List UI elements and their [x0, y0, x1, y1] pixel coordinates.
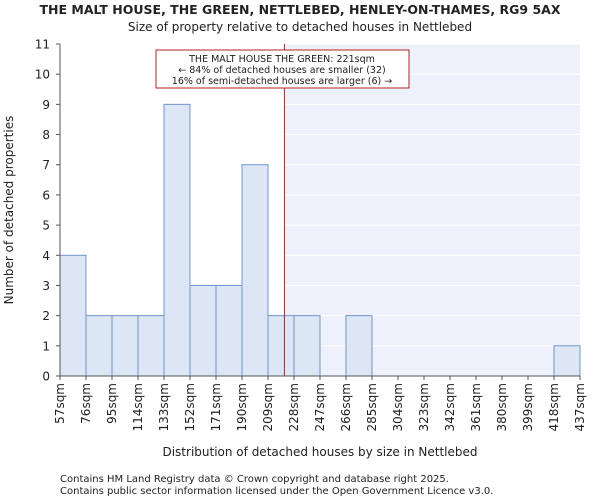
x-tick-label-323sqm: 323sqm [417, 383, 431, 431]
footer-line-1: Contains HM Land Registry data © Crown c… [60, 474, 449, 485]
y-tick-label-8: 8 [42, 128, 50, 142]
y-tick-label-6: 6 [42, 188, 50, 202]
x-tick-label-437sqm: 437sqm [573, 383, 587, 431]
bar-266sqm [345, 315, 373, 377]
x-tick-label-228sqm: 228sqm [287, 383, 301, 431]
y-tick-label-0: 0 [42, 370, 50, 384]
annotation-line-2: ← 84% of detached houses are smaller (32… [178, 65, 385, 76]
x-tick-label-361sqm: 361sqm [469, 383, 483, 431]
x-tick-label-171sqm: 171sqm [209, 383, 223, 431]
x-tick-label-133sqm: 133sqm [157, 383, 171, 431]
x-tick-label-209sqm: 209sqm [261, 383, 275, 431]
annotation-line-1: THE MALT HOUSE THE GREEN: 221sqm [188, 54, 375, 65]
x-tick-label-114sqm: 114sqm [131, 383, 145, 431]
y-tick-label-2: 2 [42, 309, 50, 323]
bar-114sqm [137, 315, 165, 377]
y-tick-label-1: 1 [42, 339, 50, 353]
y-tick-label-10: 10 [35, 68, 50, 82]
annotation-border [155, 49, 410, 89]
annotation-line-3: 16% of semi-detached houses are larger (… [172, 76, 392, 87]
x-tick-label-304sqm: 304sqm [391, 383, 405, 431]
x-tick-label-285sqm: 285sqm [365, 383, 379, 431]
x-tick-label-95sqm: 95sqm [105, 383, 119, 424]
x-tick-label-57sqm: 57sqm [53, 383, 67, 424]
bar-418sqm [553, 345, 581, 377]
bar-228sqm [293, 315, 321, 377]
y-tick-label-3: 3 [42, 279, 50, 293]
x-tick-label-266sqm: 266sqm [339, 383, 353, 431]
x-tick-label-152sqm: 152sqm [183, 383, 197, 431]
x-axis-label: Distribution of detached houses by size … [162, 445, 477, 459]
plot-area: 0 1 2 3 4 5 6 7 8 9 10 11 57sqm 76sqm 95sqm 114sqm 133sq… [35, 38, 587, 432]
bar-152sqm [189, 284, 217, 377]
x-tick-label-418sqm: 418sqm [547, 383, 561, 431]
bar-209sqm [267, 315, 295, 377]
y-tick-label-5: 5 [42, 219, 50, 233]
annotation-box: THE MALT HOUSE THE GREEN: 221sqm ← 84% o… [155, 49, 410, 89]
bar-171sqm [215, 284, 243, 377]
chart-subtitle: Size of property relative to detached ho… [128, 20, 472, 34]
y-tick-label-4: 4 [42, 249, 50, 263]
bar-76sqm [85, 315, 113, 377]
larger-region-shade [284, 44, 580, 376]
x-tick-label-190sqm: 190sqm [235, 383, 249, 431]
y-tick-label-11: 11 [35, 38, 50, 52]
bar-95sqm [111, 315, 139, 377]
chart-title: THE MALT HOUSE, THE GREEN, NETTLEBED, HE… [40, 2, 561, 17]
y-axis-label: Number of detached properties [2, 116, 16, 305]
x-tick-label-247sqm: 247sqm [313, 383, 327, 431]
y-tick-label-9: 9 [42, 98, 50, 112]
bar-133sqm [163, 103, 191, 377]
bar-57sqm [59, 254, 87, 377]
bar-190sqm [241, 164, 269, 377]
x-tick-label-380sqm: 380sqm [495, 383, 509, 431]
x-tick-label-399sqm: 399sqm [521, 383, 535, 431]
footer-line-2: Contains public sector information licen… [60, 486, 493, 497]
x-tick-label-76sqm: 76sqm [79, 383, 93, 424]
y-tick-label-7: 7 [42, 158, 50, 172]
x-tick-label-342sqm: 342sqm [443, 383, 457, 431]
